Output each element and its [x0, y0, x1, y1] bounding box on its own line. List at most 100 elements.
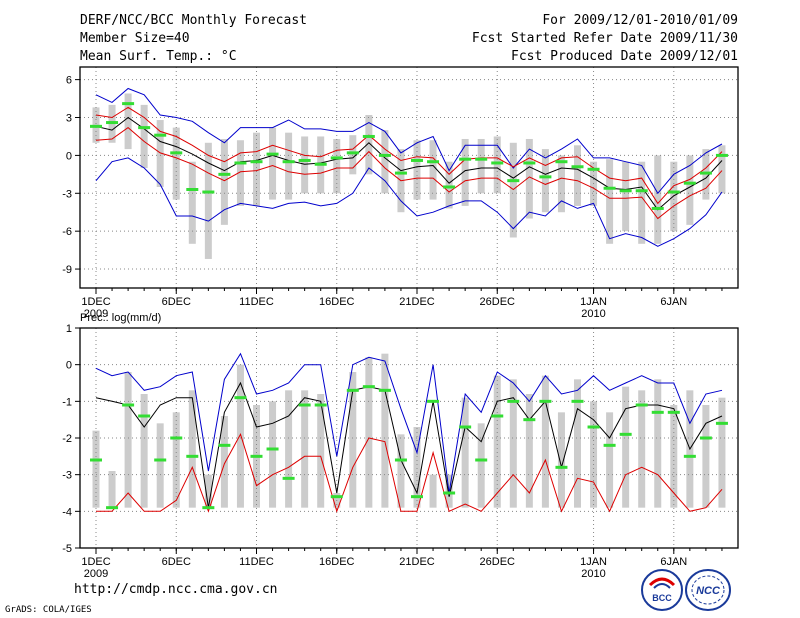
temp-spread-bar [461, 138, 469, 206]
prec-xtick-label: 26DEC [480, 556, 516, 568]
variable-temp-label: Mean Surf. Temp.: °C [80, 49, 237, 64]
prec-xtick-year: 2010 [581, 568, 605, 580]
forecast-start-date: Fcst Started Refer Date 2009/11/30 [471, 31, 738, 46]
prec-spread-bar [301, 390, 309, 508]
temp-xtick-label: 26DEC [480, 296, 516, 308]
temp-spread-bar [654, 155, 662, 244]
temp-spread-bar [574, 145, 581, 206]
temp-spread-bar [349, 135, 357, 175]
prec-xtick-label: 1JAN [580, 556, 607, 568]
prec-xtick-label: 6JAN [660, 556, 687, 568]
temp-xtick-label: 11DEC [239, 296, 274, 308]
temp-xtick-label: 16DEC [319, 296, 355, 308]
prec-spread-bar [429, 474, 437, 508]
temp-spread-bar [236, 140, 244, 206]
temp-spread-bar [413, 140, 421, 200]
prec-ytick-label: 1 [66, 323, 72, 335]
forecast-period: For 2009/12/01-2010/01/09 [542, 13, 738, 28]
prec-spread-bar [606, 412, 614, 508]
prec-spread-bar [557, 412, 565, 508]
prec-spread-bar [236, 364, 244, 508]
prec-spread-bar [477, 423, 485, 508]
prec-xtick-label: 1DEC [81, 556, 110, 568]
chart-title: DERF/NCC/BCC Monthly Forecast [80, 13, 307, 28]
ncc-logo-text: NCC [696, 585, 721, 597]
prec-spread-bar [220, 416, 228, 508]
prec-series-min [96, 433, 723, 513]
prec-series-max [95, 352, 723, 494]
temp-xtick-label: 6DEC [162, 296, 191, 308]
temp-series-lower [95, 126, 723, 220]
temp-xtick-label: 1DEC [81, 296, 110, 308]
prec-spread-bar [461, 397, 469, 508]
temp-spread-bar [509, 142, 517, 238]
prec-spread-bar [92, 430, 100, 508]
temp-spread-bar [285, 132, 293, 200]
bcc-logo: BCC [641, 569, 683, 611]
temp-ytick-label: -3 [62, 188, 72, 200]
prec-xtick-label: 21DEC [399, 556, 435, 568]
temp-spread-bar [541, 149, 549, 213]
member-size: Member Size=40 [80, 31, 190, 46]
prec-spread-bar [525, 394, 533, 508]
prec-xtick-label: 11DEC [239, 556, 274, 568]
temp-spread-bar [445, 161, 453, 209]
prec-spread-bar [124, 372, 132, 508]
prec-spread-bar [204, 474, 212, 508]
source-url[interactable]: http://cmdp.ncc.cma.gov.cn [74, 582, 278, 597]
prec-ytick-label: 0 [66, 360, 72, 372]
prec-spread-bar [349, 372, 357, 508]
prec-ytick-label: -2 [62, 433, 72, 445]
temp-spread-bar [718, 145, 726, 194]
prec-spread-bar [509, 379, 517, 508]
prec-xtick-year: 2009 [84, 568, 108, 580]
temp-xtick-label: 21DEC [399, 296, 435, 308]
temp-spread-bar [140, 104, 148, 169]
prec-spread-bar [397, 434, 405, 508]
prec-spread-bar [285, 390, 293, 508]
temp-spread-bar [525, 138, 533, 219]
prec-variable-label: Prec.: log(mm/d) [80, 312, 161, 324]
forecast-produced-date: Fcst Produced Date 2009/12/01 [511, 49, 738, 64]
temp-ytick-label: -6 [62, 226, 72, 238]
temp-xtick-year: 2010 [581, 308, 605, 320]
prec-spread-bar [413, 427, 421, 508]
temp-plot-frame [79, 66, 739, 289]
temp-spread-bar [301, 136, 309, 194]
prec-ytick-label: -4 [62, 506, 72, 518]
prec-spread-bar [317, 394, 325, 508]
prec-spread-bar [365, 357, 373, 508]
prec-spread-bar [156, 423, 164, 508]
prec-spread-bar [269, 401, 277, 508]
temp-spread-bar [606, 159, 614, 244]
temp-ytick-label: 3 [66, 113, 72, 125]
temp-spread-bar [686, 155, 694, 225]
prec-spread-bar [590, 401, 598, 508]
prec-spread-bar [654, 379, 662, 508]
prec-spread-bar [718, 397, 726, 508]
prec-series-mean [95, 381, 723, 508]
prec-ytick-label: -3 [62, 470, 72, 482]
prec-spread-bar [188, 390, 196, 508]
temp-spread-bar [204, 142, 212, 259]
prec-spread-bar [493, 375, 501, 508]
temp-series-upper [95, 106, 723, 205]
temp-spread-bar [429, 140, 437, 200]
ncc-logo: NCC [685, 569, 731, 611]
prec-spread-bar [638, 390, 646, 508]
temp-series-mean [95, 116, 723, 211]
temp-spread-bar [622, 161, 630, 232]
prec-spread-bar [541, 375, 549, 508]
prec-spread-bar [622, 386, 630, 508]
prec-xtick-label: 6DEC [162, 556, 191, 568]
prec-spread-bar [108, 471, 116, 508]
temp-xtick-label: 6JAN [660, 296, 687, 308]
temp-spread-bar [477, 138, 485, 194]
temp-xtick-year: 2009 [84, 308, 108, 320]
temp-xtick-label: 1JAN [580, 296, 607, 308]
temp-ytick-label: 6 [66, 75, 72, 87]
prec-ytick-label: -1 [62, 396, 72, 408]
temp-spread-bar [220, 138, 228, 225]
